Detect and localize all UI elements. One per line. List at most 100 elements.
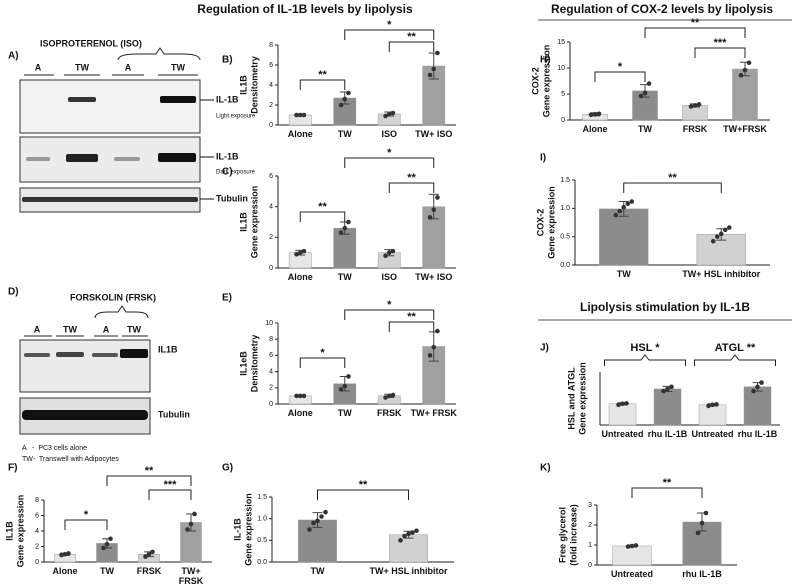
data-point [427, 353, 433, 358]
bar [608, 403, 637, 426]
y-axis-label: HSL and ATGL [566, 367, 576, 430]
lane-label: TW [127, 324, 141, 334]
y-tick-label: 10 [265, 320, 273, 327]
y-axis-label: IL-1B [232, 518, 242, 541]
blot-image [19, 339, 151, 393]
y-tick-label: 8 [269, 336, 273, 343]
y-tick-label: 2 [35, 543, 39, 550]
exposure-note: Dark exposure [216, 170, 256, 176]
panel-label: K) [540, 463, 551, 474]
band-label: Tubulin [216, 193, 248, 203]
x-tick-label-box: Alone [287, 408, 313, 418]
data-point [722, 227, 728, 233]
data-point [669, 384, 674, 390]
panel-label: J) [540, 343, 549, 354]
bar [698, 404, 727, 426]
significance-bracket [299, 357, 346, 368]
y-tick-label: 5 [561, 91, 565, 98]
x-tick-label-box: ISO [381, 272, 397, 282]
data-point [688, 104, 694, 109]
panel-label: I) [540, 153, 546, 164]
significance-bracket [623, 182, 722, 193]
data-point [431, 345, 437, 350]
data-point [390, 392, 396, 398]
significance-bracket [344, 157, 435, 168]
data-point [390, 248, 396, 254]
y-tick-label: 8 [269, 42, 273, 49]
section-title: Regulation of COX-2 levels by lipolysis [551, 2, 773, 16]
data-point [150, 549, 155, 555]
band [120, 349, 148, 358]
y-tick-label: 0 [269, 265, 273, 272]
data-point [588, 112, 594, 118]
band [22, 197, 198, 202]
treatment-label: ISOPROTERENOL (ISO) [40, 38, 142, 48]
x-tick-label-box: rhu IL-1B [682, 569, 722, 579]
y-tick-label: 2 [269, 234, 273, 241]
lane-label: TW [171, 62, 185, 72]
y-tick-label: 0.0 [257, 559, 267, 566]
significance-label: ** [318, 201, 327, 213]
lane-label: A [34, 324, 41, 334]
data-point [695, 530, 701, 536]
x-tick-label: FRSK [682, 124, 708, 134]
band [158, 153, 196, 162]
data-point [431, 66, 437, 72]
legend-text: TW- Transwell with Adipocytes [22, 456, 119, 463]
x-tick-label-box: FRSK [682, 124, 708, 134]
data-point [703, 510, 709, 516]
bar [653, 388, 682, 426]
arrow [200, 99, 214, 200]
y-tick-label: 6 [35, 512, 39, 519]
group-brace [694, 354, 776, 366]
data-point [699, 520, 705, 526]
y-tick-label: 6 [269, 352, 273, 359]
significance-label: * [387, 19, 392, 31]
data-point [759, 380, 764, 385]
data-point [642, 90, 648, 96]
significance-label: ** [359, 479, 368, 491]
x-tick-label-box: TW+ HSL inhibitor [369, 566, 447, 576]
data-point [410, 530, 415, 535]
x-tick-label: TW [616, 269, 631, 279]
data-point [108, 536, 113, 542]
data-point [613, 212, 619, 218]
x-tick-label: Untreated [610, 569, 653, 579]
data-point [746, 60, 752, 66]
blot-d: D) FORSKOLIN (FRSK) A TW A TW IL1B Tubul… [8, 287, 190, 463]
y-axis-label: (fold increase) [568, 504, 578, 566]
x-tick-label: Alone [287, 408, 313, 418]
data-point [616, 402, 621, 408]
y-axis-label: Gene expression [15, 495, 25, 568]
significance-label: ** [318, 69, 327, 81]
significance-bracket [644, 27, 746, 38]
y-tick-label: 4 [269, 368, 273, 375]
data-point [338, 230, 344, 236]
x-tick-label-box: Untreated [610, 569, 653, 579]
data-point [625, 201, 631, 207]
y-tick-label: 0 [269, 401, 273, 408]
data-point [342, 383, 348, 389]
data-point [323, 509, 328, 515]
data-point [301, 112, 307, 118]
panel-label: G) [222, 463, 233, 474]
blot-a: A) ISOPROTERENOL (ISO) A TW A TW IL-1B L… [8, 38, 256, 213]
data-point [297, 250, 303, 255]
significance-label: *** [714, 37, 728, 49]
x-tick-label-box: TW+ FRSK [411, 408, 457, 418]
y-tick-label: 8 [35, 497, 39, 504]
x-tick-label: Alone [582, 124, 608, 134]
band-label: IL1B [158, 344, 178, 354]
x-tick-label-box: TW [310, 566, 324, 576]
data-point [307, 527, 312, 532]
data-point [346, 90, 351, 96]
x-tick-label: rhu IL-1B [682, 569, 722, 579]
significance-bracket [299, 211, 346, 222]
data-point [435, 328, 440, 334]
band [68, 97, 96, 102]
x-tick-label: Alone [52, 566, 78, 576]
x-tick-label-box: Alone [288, 129, 313, 139]
y-axis-label: Gene expression [546, 186, 556, 259]
legend-text: A - PC3 cells alone [22, 445, 87, 452]
panel-label: H) [540, 55, 551, 66]
